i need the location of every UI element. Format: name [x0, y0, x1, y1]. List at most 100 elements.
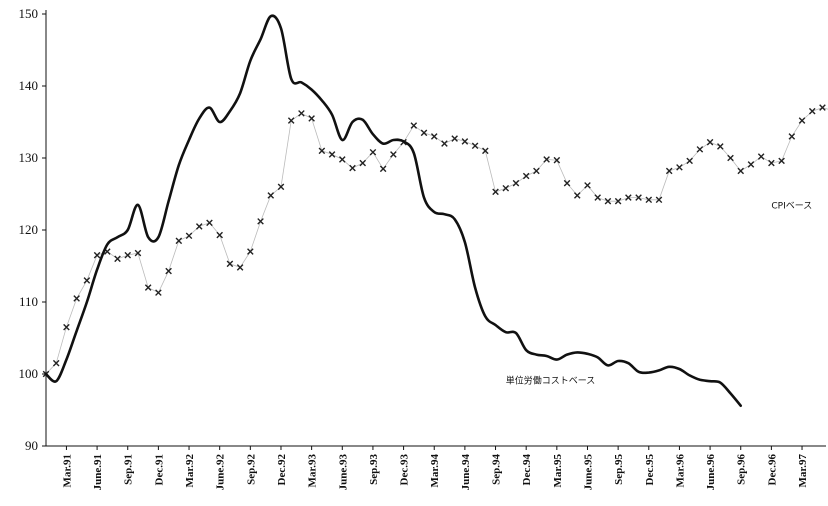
x-tick-label: June.93 [337, 454, 349, 491]
x-tick-label: Dec.93 [399, 454, 411, 486]
cpi-point [482, 147, 489, 155]
cpi-point [696, 146, 704, 153]
cpi-point [471, 142, 479, 150]
cpi-point [747, 161, 755, 168]
x-tick-label: Dec.92 [276, 454, 288, 486]
cpi-point [390, 151, 397, 158]
x-tick-label: Mar.97 [797, 454, 809, 488]
cpi-point [216, 231, 223, 239]
cpi-point [247, 248, 254, 255]
cpi-point [533, 167, 540, 175]
cpi-point [645, 196, 653, 204]
x-tick-label: Sep.95 [613, 454, 625, 485]
cpi-point [369, 148, 377, 156]
cpi-point [155, 289, 162, 296]
cpi-point [768, 159, 775, 167]
cpi-point [318, 147, 326, 155]
x-tick-label: Mar.96 [674, 454, 686, 488]
x-tick-label: June.96 [705, 454, 717, 491]
x-tick-label: June.94 [460, 454, 472, 491]
ulc-line [44, 14, 742, 407]
cpi-point [63, 323, 70, 331]
cpi-point [287, 117, 295, 124]
x-tick-label: Sep.96 [736, 454, 748, 485]
cpi-point [614, 197, 622, 205]
cpi-point [727, 154, 734, 162]
series-ulc [44, 14, 742, 407]
x-tick-label: Mar.95 [552, 454, 564, 488]
cpi-point [165, 267, 172, 275]
y-tick-label: 100 [19, 366, 39, 381]
x-tick-label: Dec.94 [521, 454, 533, 486]
cpi-point [134, 249, 142, 257]
cpi-point [420, 129, 428, 137]
cpi-point [808, 107, 816, 115]
cpi-point [206, 219, 213, 227]
cpi-point [492, 188, 499, 196]
cpi-point [308, 115, 315, 122]
cpi-point [625, 194, 632, 201]
cpi-point [798, 117, 806, 124]
cpi-point [778, 157, 785, 165]
x-tick-label: Dec.96 [766, 454, 778, 486]
cpi-point [410, 122, 418, 129]
series-annotation: 単位労働コストベース [506, 374, 596, 386]
x-tick-label: Mar.91 [61, 454, 73, 488]
y-tick-label: 90 [25, 438, 38, 453]
cpi-point [338, 156, 346, 163]
cpi-point [277, 183, 285, 191]
cpi-point [594, 194, 601, 201]
cpi-point [124, 251, 132, 259]
cpi-point [655, 196, 663, 204]
cpi-point [522, 172, 530, 180]
cpi-point [298, 110, 305, 117]
y-tick-label: 150 [19, 6, 39, 21]
x-tick-label: June.95 [582, 454, 594, 491]
x-tick-label: Mar.93 [307, 454, 319, 488]
x-tick-label: Sep.93 [368, 454, 380, 485]
x-tick-label: Sep.91 [123, 454, 135, 485]
cpi-connector-line [45, 107, 828, 375]
cpi-point [257, 218, 264, 225]
cpi-point [451, 135, 458, 142]
cpi-point [553, 156, 561, 164]
cpi-point [185, 232, 193, 240]
cpi-point [114, 255, 121, 263]
y-tick-label: 120 [19, 222, 39, 237]
cpi-point [543, 156, 550, 163]
cpi-point [788, 133, 796, 140]
x-tick-label: June.92 [215, 454, 227, 491]
cpi-point [717, 143, 724, 150]
cpi-point [512, 179, 520, 187]
cpi-point [236, 264, 244, 271]
y-tick-label: 130 [19, 150, 39, 165]
cpi-point [819, 104, 826, 111]
cpi-point [635, 194, 642, 201]
cpi-point [328, 151, 336, 158]
cpi-point [359, 159, 367, 167]
x-tick-label: June.91 [92, 454, 104, 490]
cpi-point [686, 157, 693, 165]
cpi-point [563, 179, 571, 187]
cpi-point [52, 359, 60, 367]
cpi-point [93, 251, 101, 259]
series-annotation: CPIベース [771, 201, 812, 211]
x-tick-label: Sep.94 [491, 454, 503, 485]
cpi-point [441, 140, 448, 147]
cpi-point [430, 133, 438, 140]
cpi-point [584, 182, 591, 189]
x-tick-label: Dec.91 [153, 454, 165, 485]
y-axis-ticks: 90 100 110 120 130 140 150 [19, 6, 46, 453]
cpi-point [502, 184, 510, 192]
x-axis-ticks: Mar.91 June.91 Sep.91 Dec.91 Mar.92 June.92 Se… [61, 446, 828, 490]
cpi-point [349, 164, 356, 172]
cpi-point [226, 260, 234, 268]
cpi-point [676, 164, 683, 171]
cpi-point [379, 165, 387, 173]
x-tick-label: Mar.94 [429, 454, 441, 488]
y-tick-label: 140 [19, 78, 39, 93]
cpi-point [573, 192, 581, 199]
cpi-point [83, 277, 91, 284]
